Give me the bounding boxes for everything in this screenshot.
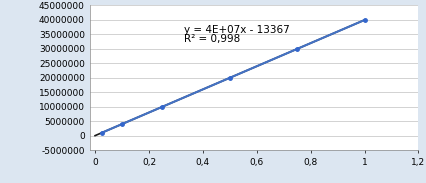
Text: y = 4E+07x - 13367: y = 4E+07x - 13367: [184, 25, 289, 35]
Text: R² = 0,998: R² = 0,998: [184, 34, 240, 44]
